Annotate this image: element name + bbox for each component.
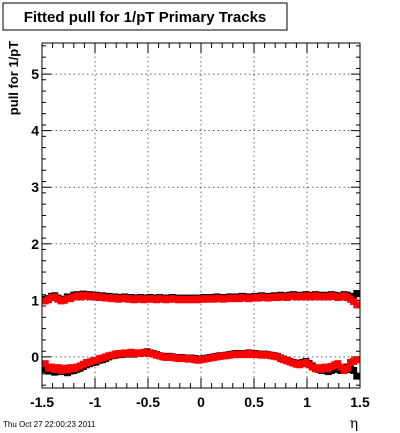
- x-tick-label: -0.5: [136, 394, 160, 410]
- chart-title: Fitted pull for 1/pT Primary Tracks: [24, 9, 267, 26]
- y-tick-label: 4: [31, 123, 39, 139]
- data-point: [353, 356, 361, 364]
- x-tick-label: -1: [89, 394, 102, 410]
- data-point: [343, 364, 351, 372]
- x-tick-label: 0: [197, 394, 205, 410]
- chart-title-box: [2, 2, 288, 31]
- x-tick-label: -1.5: [30, 394, 54, 410]
- x-tick-labels: -1.5 -1 -0.5 0 0.5 1 1.5: [30, 394, 370, 410]
- y-tick-label: 5: [31, 66, 39, 82]
- x-tick-label: 1.5: [350, 394, 370, 410]
- data-series: [41, 290, 361, 380]
- data-point: [353, 290, 361, 298]
- x-tick-label: 1: [303, 394, 311, 410]
- plot-frame: [41, 42, 361, 389]
- grid-lines: [42, 43, 360, 388]
- y-tick-label: 1: [31, 292, 39, 308]
- data-point: [353, 301, 361, 309]
- y-axis-label: pull for 1/pT: [6, 41, 21, 115]
- data-point: [41, 360, 49, 368]
- data-point: [350, 366, 358, 374]
- x-axis-label: η: [350, 416, 358, 432]
- y-tick-label: 2: [31, 236, 39, 252]
- y-tick-label: 0: [31, 349, 39, 365]
- y-tick-label: 3: [31, 179, 39, 195]
- series-1: [41, 291, 361, 374]
- x-tick-label: 0.5: [244, 394, 264, 410]
- timestamp: Thu Oct 27 22:00:23 2011: [3, 420, 96, 429]
- y-tick-labels: 0 1 2 3 4 5: [31, 66, 39, 365]
- data-point: [353, 372, 361, 380]
